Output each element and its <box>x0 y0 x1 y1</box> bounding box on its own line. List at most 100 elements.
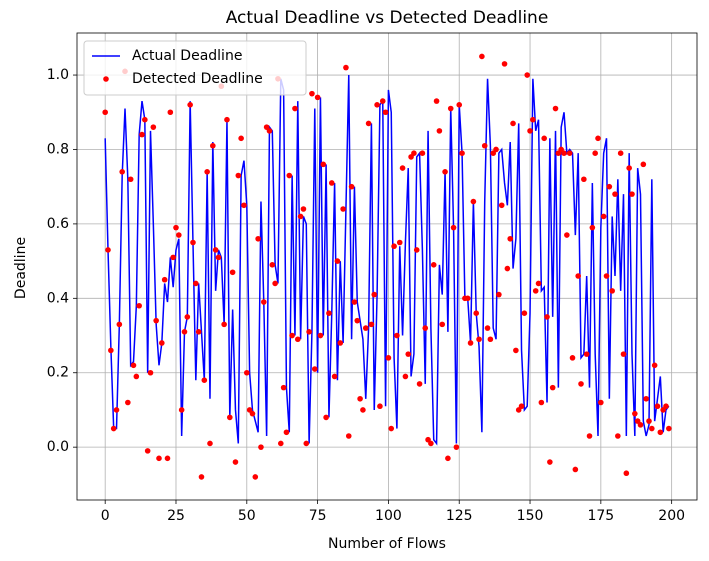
chart-title: Actual Deadline vs Detected Deadline <box>226 8 549 28</box>
detected-point <box>439 321 446 328</box>
detected-point <box>436 128 443 134</box>
detected-point <box>552 105 559 112</box>
detected-point <box>450 224 457 231</box>
detected-point <box>456 102 463 108</box>
detected-point <box>575 273 581 279</box>
detected-point <box>615 433 621 439</box>
detected-point <box>362 325 369 331</box>
detected-point <box>530 116 536 123</box>
detected-point <box>629 191 635 197</box>
detected-point <box>476 336 482 343</box>
detected-point <box>286 172 293 179</box>
detected-point <box>445 455 451 462</box>
detected-point <box>385 355 392 361</box>
detected-point <box>252 474 259 480</box>
detected-point <box>207 440 213 447</box>
detected-point <box>589 224 596 231</box>
legend-label: Detected Deadline <box>132 71 263 87</box>
detected-point <box>464 295 471 302</box>
x-tick-label: 100 <box>375 508 402 524</box>
detected-point <box>493 146 499 153</box>
detected-point <box>212 247 219 253</box>
detected-point <box>538 399 545 406</box>
detected-point <box>110 425 117 432</box>
detected-point <box>399 165 406 171</box>
detected-point <box>416 381 423 387</box>
detected-point <box>311 366 318 372</box>
detected-point <box>187 102 193 108</box>
detected-point <box>235 172 242 179</box>
detected-point <box>337 340 344 346</box>
legend-box <box>83 40 307 96</box>
detected-point <box>626 165 632 171</box>
detected-point <box>249 410 256 417</box>
detected-point <box>292 105 298 112</box>
detected-point <box>229 269 236 276</box>
detected-point <box>198 474 205 480</box>
detected-point <box>300 206 307 212</box>
detected-point <box>541 135 547 142</box>
y-tick-label: 1.0 <box>47 67 69 83</box>
x-tick-label: 75 <box>309 508 327 524</box>
detected-point <box>419 150 426 156</box>
detected-point <box>651 362 658 369</box>
detected-point <box>394 332 400 339</box>
detected-point <box>581 176 587 183</box>
detected-point <box>640 161 647 168</box>
detected-point <box>176 232 182 238</box>
detected-point <box>139 131 145 138</box>
detected-point <box>592 150 598 156</box>
detected-point <box>612 191 618 197</box>
detected-point <box>484 325 491 331</box>
detected-point <box>396 239 403 246</box>
detected-point <box>561 150 567 156</box>
detected-point <box>190 239 196 246</box>
detected-point <box>532 288 539 294</box>
detected-point <box>572 466 579 473</box>
detected-point <box>467 340 474 346</box>
legend-swatch <box>103 76 109 82</box>
detected-point <box>583 351 590 357</box>
detected-point <box>620 351 627 357</box>
detected-point <box>617 150 624 156</box>
detected-point <box>405 351 412 357</box>
detected-point <box>306 329 312 335</box>
detected-point <box>328 180 335 186</box>
detected-point <box>428 440 434 447</box>
detected-point <box>360 407 366 413</box>
detected-point <box>294 336 301 343</box>
detected-point <box>430 262 437 268</box>
y-tick-label: 0.0 <box>47 439 69 455</box>
detected-point <box>309 90 315 97</box>
detected-point <box>501 61 508 67</box>
detected-point <box>303 440 310 447</box>
detected-point <box>368 321 375 328</box>
detected-point <box>479 53 485 60</box>
detected-point <box>272 280 278 287</box>
detected-point <box>297 213 304 220</box>
y-tick-label: 0.8 <box>47 141 69 157</box>
detected-point <box>481 142 488 149</box>
x-tick-label: 50 <box>238 508 256 524</box>
detected-point <box>498 202 505 209</box>
detected-point <box>549 384 556 391</box>
detected-point <box>632 410 638 417</box>
detected-point <box>391 243 397 250</box>
detected-point <box>269 262 276 268</box>
detected-point <box>164 455 171 462</box>
x-tick-label: 175 <box>587 508 614 524</box>
detected-point <box>564 232 570 238</box>
detected-point <box>181 329 188 335</box>
detected-point <box>224 116 230 123</box>
detected-point <box>433 98 440 104</box>
detected-point <box>623 470 630 477</box>
detected-point <box>144 448 151 454</box>
detected-point <box>374 102 380 108</box>
detected-point <box>127 176 134 183</box>
detected-point <box>510 120 516 127</box>
detected-point <box>178 407 185 413</box>
detected-point <box>266 128 273 134</box>
detected-point <box>108 347 114 354</box>
detected-point <box>447 105 454 112</box>
detected-point <box>241 202 247 209</box>
